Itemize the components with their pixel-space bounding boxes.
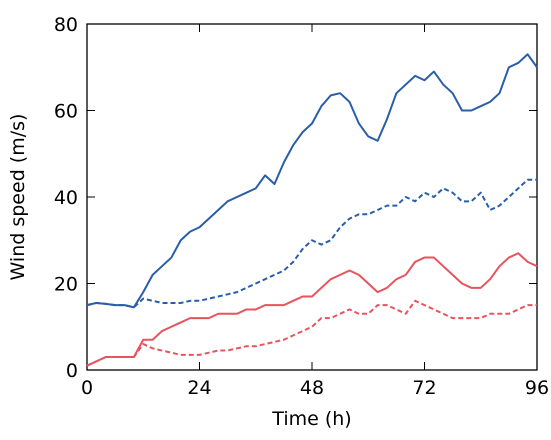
x-axis-label: Time (h) <box>271 408 351 430</box>
x-tick-label: 0 <box>81 377 93 399</box>
y-tick-label: 20 <box>54 274 78 296</box>
x-tick-label: 72 <box>412 377 436 399</box>
y-tick-label: 40 <box>54 187 78 209</box>
y-tick-label: 0 <box>66 360 78 382</box>
series-line <box>86 252 538 367</box>
y-tick-label: 60 <box>54 101 78 123</box>
y-axis-label: Wind speed (m/s) <box>7 114 29 281</box>
series-line <box>86 178 537 309</box>
y-tick-label: 80 <box>54 14 78 36</box>
x-tick-label: 48 <box>300 377 324 399</box>
x-tick-label: 24 <box>187 377 211 399</box>
series-line <box>86 299 537 367</box>
series-line <box>86 53 538 309</box>
x-tick-label: 96 <box>525 377 549 399</box>
